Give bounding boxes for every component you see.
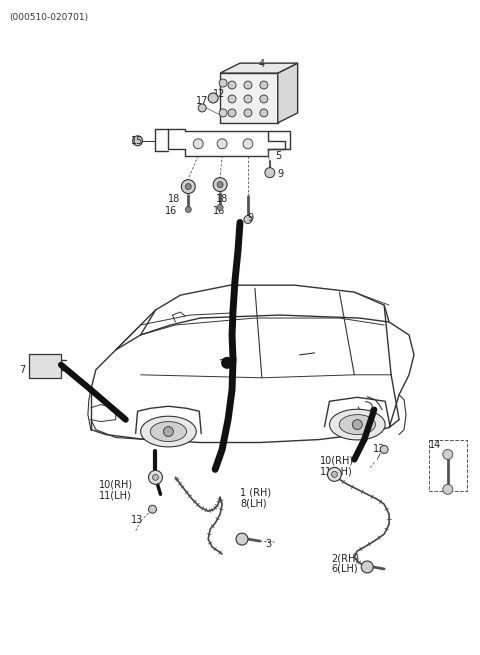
Text: 2(RH): 2(RH): [332, 553, 360, 563]
Circle shape: [243, 139, 253, 149]
Text: 12: 12: [213, 89, 226, 99]
Text: 1 (RH): 1 (RH): [240, 487, 271, 497]
Circle shape: [244, 215, 252, 223]
Circle shape: [236, 533, 248, 545]
Text: 13: 13: [373, 443, 385, 453]
Polygon shape: [339, 415, 375, 434]
Circle shape: [217, 204, 223, 210]
Text: 17: 17: [196, 96, 209, 106]
Circle shape: [208, 93, 218, 103]
Circle shape: [244, 109, 252, 117]
Polygon shape: [278, 63, 298, 123]
Circle shape: [380, 445, 388, 453]
Text: 11(LH): 11(LH): [320, 466, 352, 476]
Circle shape: [260, 81, 268, 89]
Text: 18: 18: [216, 194, 228, 204]
Circle shape: [148, 470, 162, 484]
Circle shape: [265, 168, 275, 178]
Text: 18: 18: [168, 194, 180, 204]
Circle shape: [352, 420, 362, 430]
Text: 5: 5: [275, 151, 281, 160]
Bar: [29, 354, 61, 378]
Text: (000510-020701): (000510-020701): [9, 13, 88, 22]
Circle shape: [193, 139, 203, 149]
Circle shape: [361, 561, 373, 573]
Text: 14: 14: [429, 440, 441, 449]
Text: 10(RH): 10(RH): [99, 479, 133, 489]
Text: 7: 7: [19, 365, 25, 375]
Circle shape: [181, 179, 195, 194]
Circle shape: [217, 181, 223, 187]
Text: 9: 9: [278, 169, 284, 179]
Text: 13: 13: [131, 515, 143, 525]
Text: 15: 15: [131, 136, 143, 146]
Circle shape: [213, 178, 227, 191]
Bar: [220, 73, 278, 123]
Bar: [429, 440, 467, 491]
Text: 11(LH): 11(LH): [99, 491, 132, 500]
Circle shape: [244, 81, 252, 89]
Polygon shape: [150, 422, 187, 441]
Circle shape: [260, 95, 268, 103]
Circle shape: [443, 484, 453, 495]
Text: 8(LH): 8(LH): [240, 498, 266, 508]
Text: 16: 16: [213, 206, 226, 215]
Text: 6(LH): 6(LH): [332, 564, 358, 574]
Circle shape: [443, 449, 453, 459]
Circle shape: [228, 109, 236, 117]
Circle shape: [198, 104, 206, 112]
Circle shape: [217, 139, 227, 149]
Circle shape: [219, 109, 227, 117]
Circle shape: [185, 183, 192, 189]
Text: 10(RH): 10(RH): [320, 455, 354, 466]
Circle shape: [153, 474, 158, 480]
Circle shape: [219, 79, 227, 87]
Circle shape: [164, 426, 173, 436]
Circle shape: [327, 468, 341, 481]
Circle shape: [228, 81, 236, 89]
Circle shape: [148, 505, 156, 514]
Circle shape: [244, 95, 252, 103]
Circle shape: [221, 357, 233, 369]
Text: 3: 3: [265, 539, 271, 549]
Text: 16: 16: [166, 206, 178, 215]
Circle shape: [185, 206, 192, 212]
Circle shape: [332, 472, 337, 477]
Text: 4: 4: [259, 59, 265, 69]
Text: 9: 9: [247, 214, 253, 223]
Circle shape: [260, 109, 268, 117]
Circle shape: [132, 136, 143, 146]
Circle shape: [228, 95, 236, 103]
Polygon shape: [141, 416, 196, 447]
Polygon shape: [220, 63, 298, 73]
Polygon shape: [329, 409, 385, 440]
